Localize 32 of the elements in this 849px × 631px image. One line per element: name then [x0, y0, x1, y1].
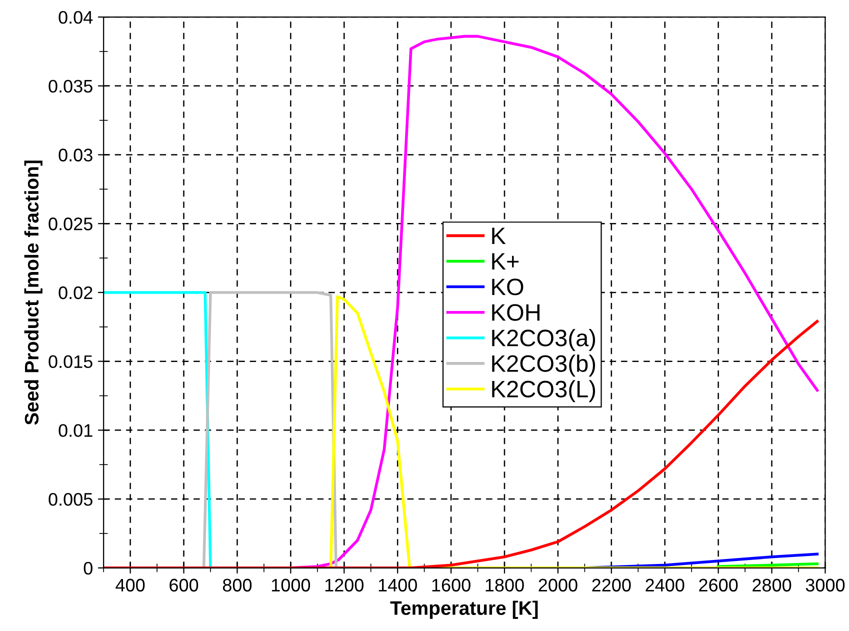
- x-tick-label: 1000: [272, 578, 310, 592]
- x-tick-label: 1800: [486, 578, 524, 592]
- x-tick-label: 2400: [646, 578, 684, 592]
- y-tick-label: 0.005: [48, 492, 92, 506]
- y-tick-label: 0.01: [58, 424, 92, 437]
- y-tick-label: 0.035: [48, 80, 92, 93]
- y-tick-label: 0.04: [58, 10, 93, 24]
- y-tick-label: 0.025: [48, 218, 92, 230]
- x-tick-label: 2200: [592, 578, 631, 592]
- legend-label: KO: [492, 278, 524, 296]
- x-tick-label: 1400: [378, 578, 417, 592]
- legend-label: K+: [492, 253, 519, 270]
- x-tick-label: 1200: [325, 578, 364, 592]
- x-tick-label: 400: [116, 578, 145, 592]
- x-tick-label: 2000: [538, 578, 578, 592]
- y-tick-label: 0: [84, 562, 92, 575]
- x-axis-title: Temperature [K]: [390, 600, 538, 619]
- legend-label: K: [492, 228, 506, 244]
- legend-label: KOH: [492, 304, 540, 321]
- x-tick-label: 2800: [752, 578, 792, 592]
- y-tick-label: 0.02: [58, 286, 92, 300]
- x-tick-label: 600: [170, 578, 198, 592]
- y-axis-title: Seed Product [mole fraction]: [24, 160, 42, 425]
- legend-label: K2CO3(b): [492, 354, 596, 377]
- y-tick-label: 0.03: [58, 148, 92, 162]
- x-tick-label: 3000: [806, 578, 845, 592]
- x-tick-label: 1600: [432, 578, 470, 592]
- legend-label: K2CO3(L): [492, 380, 596, 402]
- x-tick-label: 800: [222, 578, 252, 592]
- legend-label: K2CO3(a): [492, 329, 596, 352]
- x-tick-label: 2600: [699, 578, 738, 592]
- y-tick-label: 0.015: [48, 355, 92, 368]
